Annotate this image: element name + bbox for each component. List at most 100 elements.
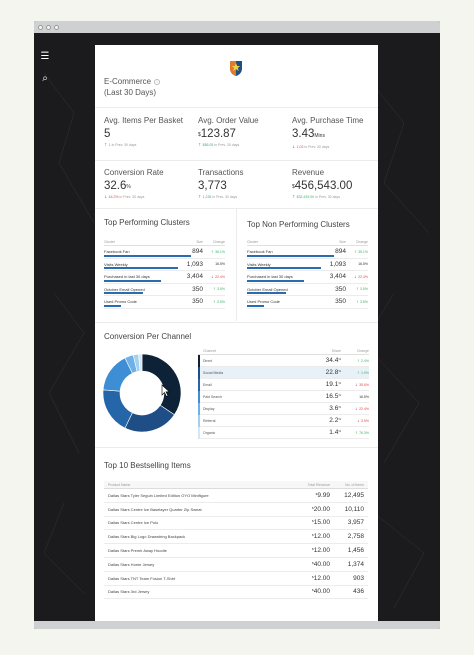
cluster-row[interactable]: Purchased in last 30 days 3,404 ↓ 22.4% — [104, 271, 225, 284]
cluster-row[interactable]: Facebook Fan 894 ↑ 35.1% — [104, 246, 225, 259]
channel-color-swatch — [198, 355, 200, 367]
product-revenue: $20.00 — [286, 506, 330, 513]
channel-name: Display — [203, 406, 215, 411]
cluster-row[interactable]: October Email Opened 350 ↑ 3.5% — [247, 284, 368, 296]
cluster-row[interactable]: Used Promo Code 350 ↑ 3.5% — [104, 296, 225, 309]
kpi-card: Avg. Order Value $123.87 ↑ $85.05 in Prev.… — [198, 116, 288, 148]
channel-share-value: 16.5 — [325, 393, 339, 400]
cluster-row[interactable]: October Email Opened 350 ↑ 3.5% — [104, 284, 225, 296]
table-row[interactable]: Dallas Stars 3rd Jersey $40.00 436 — [104, 586, 368, 600]
table-row[interactable]: Dallas Stars TNT Team Fusion T-Shirt $12.… — [104, 572, 368, 586]
column-header: Cluster — [104, 240, 116, 244]
arrow-up-icon: ↑ — [355, 287, 361, 292]
kpi-delta-text: in Prev. 30 days — [315, 195, 340, 199]
cluster-row[interactable]: Visits Weekly 1,093 16.5% — [247, 259, 368, 271]
currency-sign: $ — [312, 560, 314, 565]
arrow-down-icon: ↓ — [104, 194, 109, 199]
cluster-change: ↑ 35.1% — [203, 250, 225, 254]
product-revenue-value: 20.00 — [313, 505, 330, 513]
table-row[interactable]: Dallas Stars Centre Ice Polo $15.00 3,957 — [104, 517, 368, 531]
cluster-name: Facebook Fan — [247, 249, 273, 255]
column-header: Size — [196, 240, 203, 244]
donut-slice-direct[interactable] — [141, 353, 182, 416]
channel-row[interactable]: Social Media 22.8% ↑ 1.9% — [198, 367, 369, 379]
column-header: Share — [331, 349, 341, 353]
channel-row[interactable]: Referral 2.2% ↓ 3.5% — [198, 415, 369, 427]
cluster-size: 1,093 — [186, 260, 203, 268]
window-minimize-button[interactable] — [46, 24, 51, 30]
product-item-count: 2,758 — [347, 533, 364, 541]
search-icon[interactable]: ⌕ — [42, 73, 48, 84]
arrow-up-icon: ↑ — [198, 142, 203, 147]
donut-slice-email[interactable] — [102, 389, 133, 429]
table-row[interactable]: Dallas Stars Home Jersey $40.00 1,374 — [104, 558, 368, 572]
product-item-count: 903 — [353, 574, 364, 582]
kpi-delta-value: 1 — [108, 143, 111, 147]
channel-row[interactable]: Display 3.6% ↓ 22.4% — [198, 403, 369, 415]
arrow-up-icon: ↑ — [198, 194, 203, 199]
donut-slice-organic[interactable] — [138, 353, 143, 372]
kpi-number: 3.43 — [292, 128, 315, 140]
menu-icon[interactable]: ☰ — [40, 51, 50, 62]
kpi-delta: ↓ 1.02 in Prev. 30 days — [292, 144, 378, 150]
info-icon[interactable]: i — [154, 78, 161, 85]
channel-change-value: 16.5% — [359, 394, 369, 399]
channel-name: Social Media — [203, 370, 224, 375]
channel-name: Email — [203, 382, 212, 387]
product-revenue: $12.00 — [286, 575, 330, 582]
column-header: Change — [212, 240, 225, 244]
page-header: E-Commerce i (Last 30 Days) — [104, 76, 161, 98]
product-revenue: $9.99 — [286, 492, 330, 499]
cluster-change-value: 3.5% — [217, 299, 225, 304]
product-name: Dallas Stars TNT Team Fusion T-Shirt — [108, 575, 176, 581]
kpi-number: 5 — [104, 128, 111, 140]
cluster-row[interactable]: Used Promo Code 350 ↑ 3.5% — [247, 296, 368, 309]
channel-share: 34.4% — [301, 357, 341, 364]
channel-row[interactable]: Paid Search 16.5% 16.5% — [198, 391, 369, 403]
product-revenue: $15.00 — [286, 519, 330, 526]
cluster-row[interactable]: Facebook Fan 894 ↑ 35.1% — [247, 246, 368, 259]
kpi-delta: ↑ 1,235 in Prev. 30 days — [198, 194, 288, 200]
channel-share-value: 34.4 — [325, 357, 339, 364]
kpi-suffix: % — [126, 184, 131, 190]
bestsellers-table: Product Name Total Revenue No. of Items Dal… — [104, 481, 368, 600]
table-row[interactable]: Dallas Stars Big Logo Drawstring Backpac… — [104, 530, 368, 545]
channel-change-value: 2.4% — [361, 358, 369, 363]
kpi-value: $123.87 — [198, 127, 288, 141]
table-row[interactable]: Dallas Stars Tyler Seguin Limited Editio… — [104, 489, 368, 503]
cluster-change-value: 3.5% — [360, 299, 368, 304]
channel-change-value: 76.3% — [359, 430, 369, 435]
kpi-card: Revenue $456,543.00 ↑ $32,439.00 in Prev. … — [292, 168, 378, 200]
product-revenue-value: 12.00 — [313, 547, 330, 555]
conversion-donut-chart[interactable] — [102, 353, 182, 433]
product-revenue: $40.00 — [286, 561, 330, 568]
window-close-button[interactable] — [38, 24, 43, 30]
column-header: Change — [355, 240, 368, 244]
window-maximize-button[interactable] — [54, 24, 59, 30]
cluster-size: 3,404 — [329, 273, 346, 281]
table-row[interactable]: Dallas Stars Premir Away Hoodie $12.00 1,4… — [104, 544, 368, 558]
channel-row[interactable]: Organic 1.4% ↑ 76.3% — [198, 427, 369, 439]
arrow-up-icon: ↑ — [211, 249, 216, 254]
column-header: Total Revenue — [307, 482, 330, 487]
arrow-up-icon: ↑ — [212, 299, 218, 304]
channel-row[interactable]: Email 19.1% ↓ 35.6% — [198, 379, 369, 391]
channel-name: Organic — [203, 430, 216, 435]
column-header: No. of Items — [345, 482, 364, 487]
conversion-table: Channel Share Change Direct 34.4% ↑ 2.4% Socia… — [198, 348, 369, 439]
product-revenue-value: 12.00 — [313, 574, 330, 582]
channel-change: ↓ 22.4% — [341, 407, 369, 411]
arrow-down-icon: ↓ — [292, 144, 297, 149]
cluster-row[interactable]: Purchased in last 30 days 3,404 ↓ 22.4% — [247, 271, 368, 284]
product-revenue-value: 12.00 — [313, 533, 330, 541]
channel-share-value: 2.2 — [329, 417, 339, 424]
arrow-down-icon: ↓ — [355, 406, 360, 411]
channel-row[interactable]: Direct 34.4% ↑ 2.4% — [198, 355, 369, 367]
table-row[interactable]: Dallas Stars Centre Ice Baselayer Quarte… — [104, 503, 368, 517]
cluster-change: ↑ 3.5% — [346, 300, 368, 304]
column-header: Change — [356, 349, 369, 353]
percent-sign: % — [338, 393, 341, 397]
kpi-prefix: $ — [292, 184, 295, 190]
table-header: Cluster Size Change — [104, 239, 225, 246]
cluster-row[interactable]: Visits Weekly 1,093 16.5% — [104, 259, 225, 271]
